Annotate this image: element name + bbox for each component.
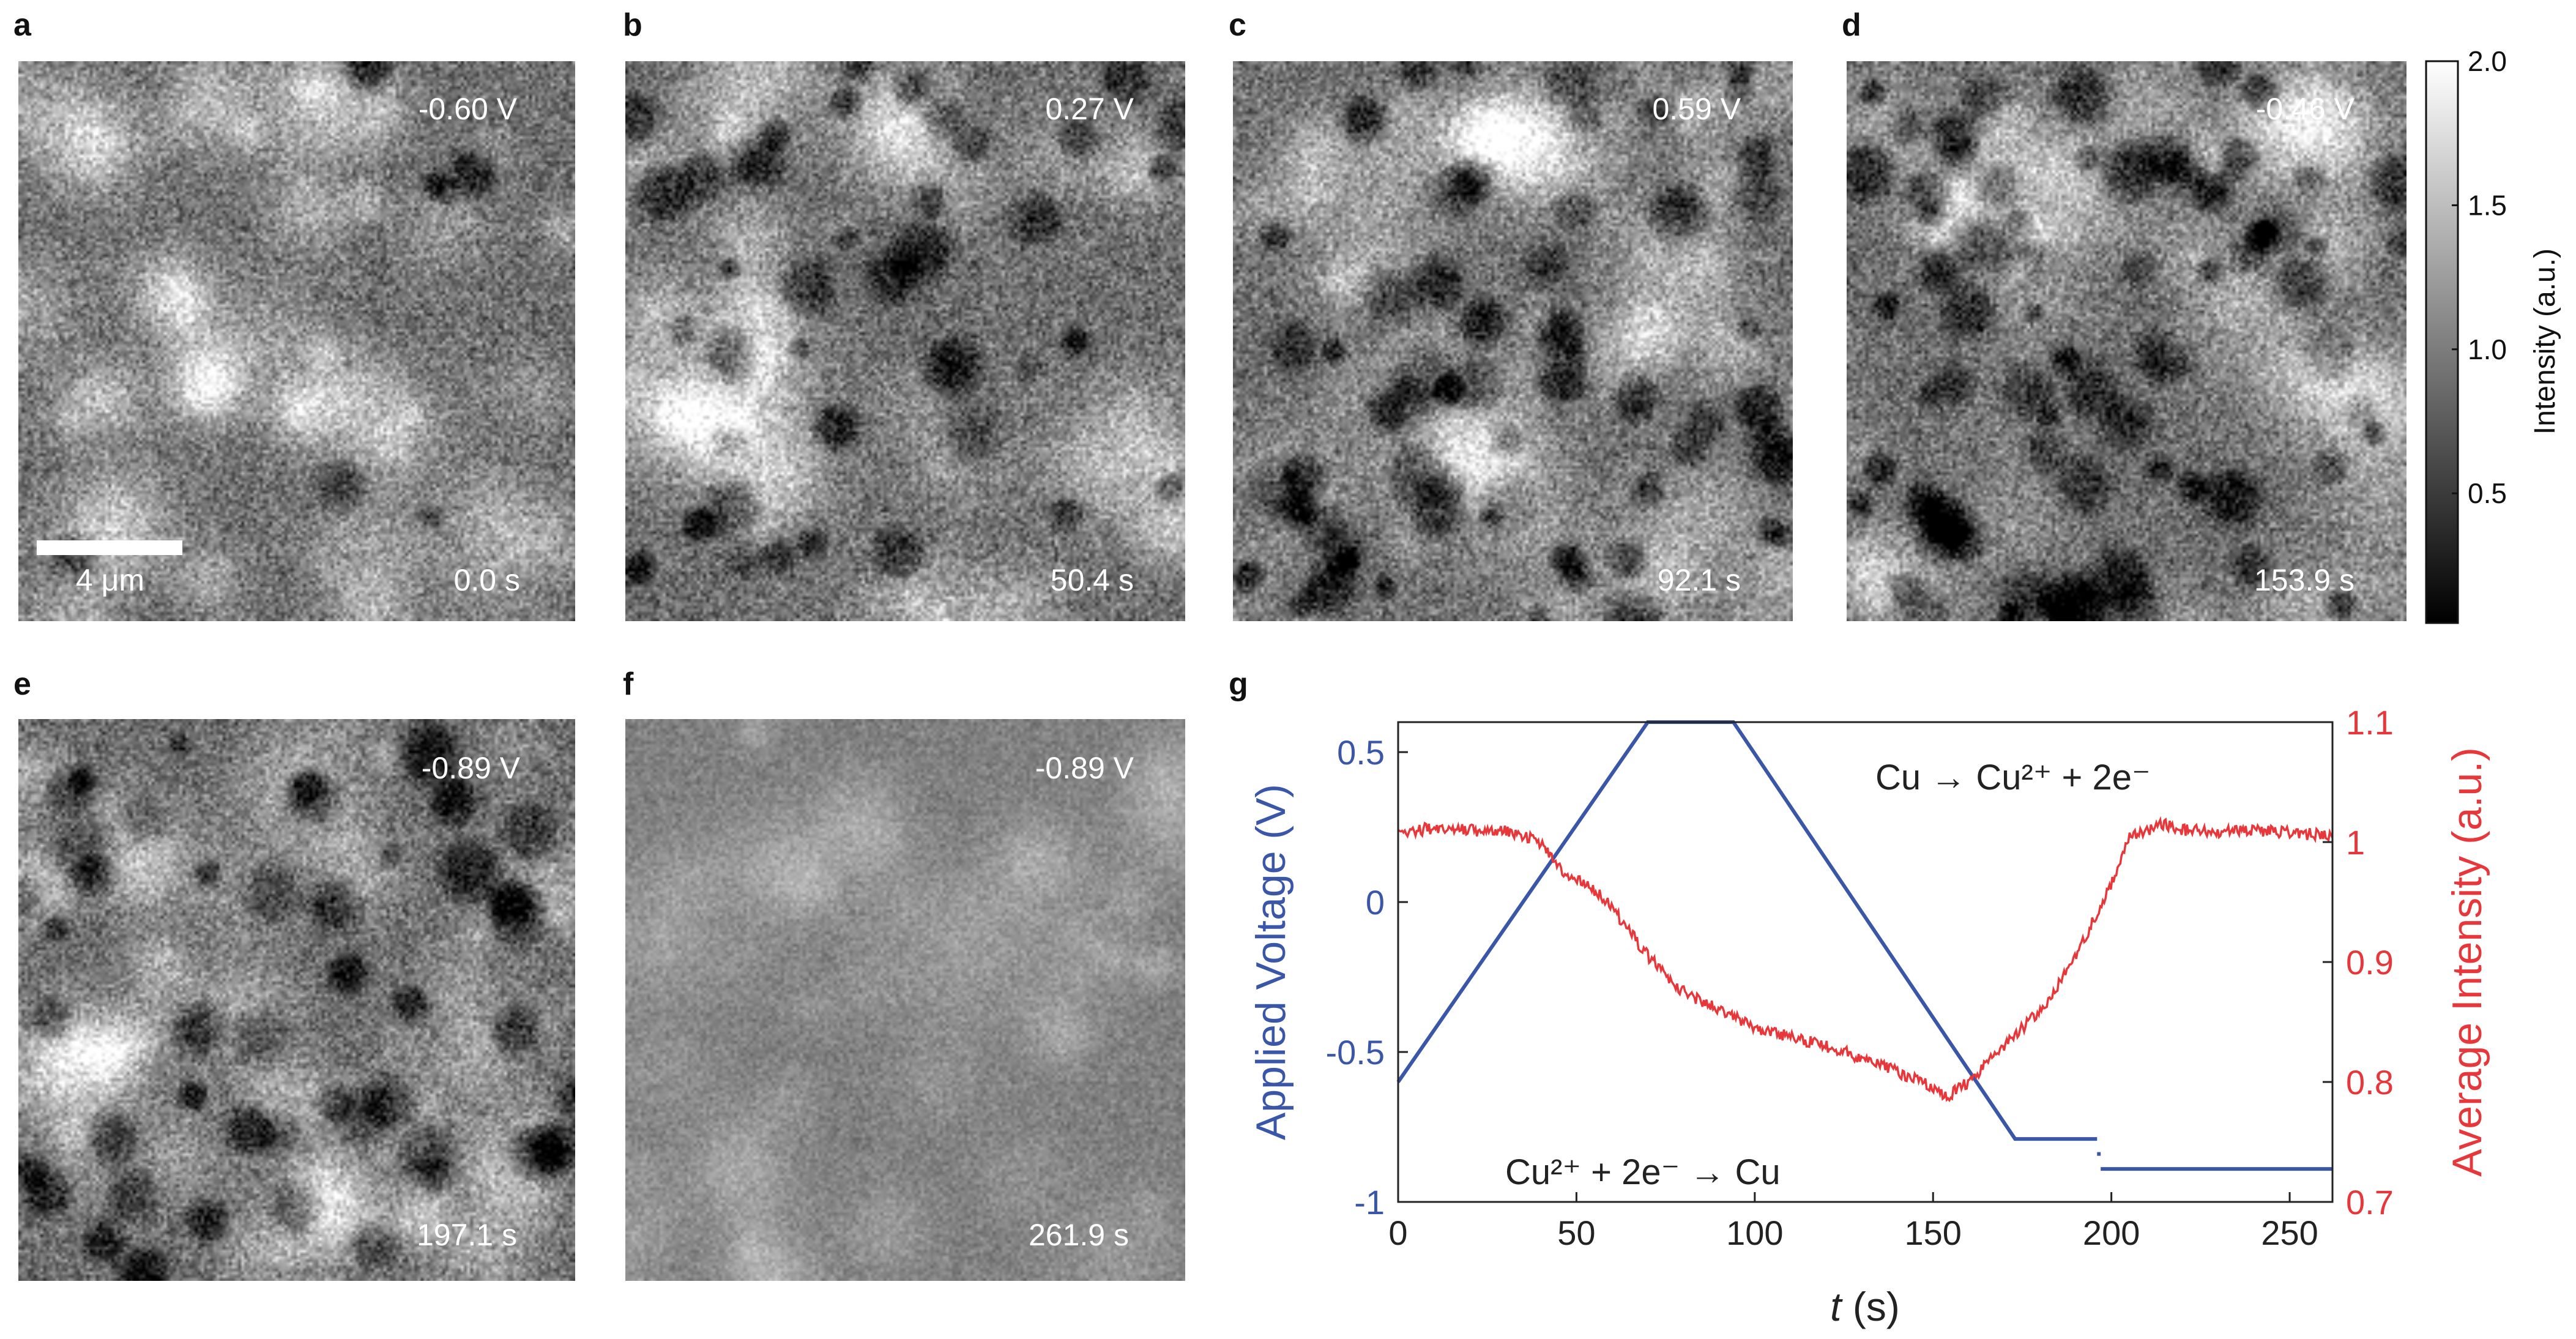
panel-time-d: 153.9 s: [2254, 563, 2355, 597]
micrograph-image-c: [1233, 61, 1793, 621]
panel-letter-e: e: [13, 666, 31, 702]
scale-bar: [37, 540, 182, 555]
y-left-tick-label: 0.5: [1337, 733, 1385, 772]
colorbar-tick-label: 0.5: [2468, 477, 2507, 509]
colorbar-tick-label: 1.5: [2468, 189, 2507, 221]
panel-voltage-e: -0.89 V: [422, 751, 521, 785]
panel-voltage-c: 0.59 V: [1652, 92, 1741, 126]
panel-voltage-b: 0.27 V: [1045, 92, 1134, 126]
panel-time-e: 197.1 s: [417, 1218, 517, 1252]
panel-time-f: 261.9 s: [1029, 1218, 1129, 1252]
y-right-tick-label: 1.1: [2346, 703, 2394, 742]
colorbar-label: Intensity (a.u.): [2529, 248, 2561, 435]
micrograph-image-d: [1847, 61, 2407, 621]
y-right-tick-label: 0.9: [2346, 943, 2394, 982]
scale-bar-label: 4 μm: [76, 563, 144, 597]
micrograph-image-b: [625, 61, 1185, 621]
colorbar-tick-label: 1.0: [2468, 334, 2507, 365]
series-line-applied-voltage: [1396, 720, 2332, 1171]
x-tick-label: 100: [1726, 1214, 1783, 1252]
y-left-tick-label: -0.5: [1326, 1033, 1385, 1072]
x-tick-label: 250: [2261, 1214, 2318, 1252]
y-right-tick-label: 1: [2346, 823, 2365, 862]
y-left-tick-label: 0: [1366, 883, 1385, 922]
panel-letter-c: c: [1229, 7, 1246, 43]
x-tick-label: 200: [2083, 1214, 2140, 1252]
panel-letter-d: d: [1842, 7, 1861, 43]
y-right-tick-label: 0.7: [2346, 1183, 2394, 1222]
plot-frame: [1397, 721, 2334, 1203]
x-tick-label: 50: [1557, 1214, 1595, 1252]
micrograph-image-f: [625, 719, 1185, 1281]
x-axis-label-var: t: [1830, 1284, 1843, 1329]
y-axis-right-label: Average Intensity (a.u.): [2444, 747, 2490, 1177]
panel-letter-f: f: [623, 666, 634, 702]
panel-letter-b: b: [623, 7, 642, 43]
colorbar-tick-label: 2.0: [2468, 45, 2507, 77]
panel-time-a: 0.0 s: [454, 563, 520, 597]
panel-time-b: 50.4 s: [1051, 563, 1134, 597]
micrograph-panel-e: e -0.89 V 197.1 s: [13, 666, 575, 1281]
series-line-average-intensity: [1397, 816, 2334, 1103]
annotation-oxidation: Cu → Cu²⁺ + 2e⁻: [1875, 758, 2151, 797]
y-axis-left-label: Applied Voltage (V): [1248, 784, 1294, 1140]
micrograph-panel-a: a -0.60 V 0.0 s 4 μm: [13, 7, 575, 621]
x-axis-label-unit: (s): [1842, 1284, 1900, 1329]
micrograph-panel-d: d -0.46 V 153.9 s: [1842, 7, 2407, 621]
micrograph-image-a: [18, 61, 575, 621]
x-tick-label: 0: [1388, 1214, 1407, 1252]
annotation-reduction: Cu²⁺ + 2e⁻ → Cu: [1505, 1152, 1781, 1192]
micrograph-panel-c: c 0.59 V 92.1 s: [1229, 7, 1793, 621]
micrograph-panel-b: b 0.27 V 50.4 s: [623, 7, 1185, 621]
panel-time-c: 92.1 s: [1658, 563, 1741, 597]
chart-g: g 0 50 100 150 200 250 -1 -0.5 0 0.5 0.7 0.8 0.9 1 1.1…: [1229, 666, 2490, 1329]
colorbar-gradient: [2425, 60, 2459, 624]
micrograph-image-e: [18, 719, 575, 1281]
y-right-tick-label: 0.8: [2346, 1063, 2394, 1102]
panel-letter-g: g: [1229, 666, 1248, 702]
micrograph-panel-f: f -0.89 V 261.9 s: [623, 666, 1185, 1281]
panel-voltage-a: -0.60 V: [419, 92, 518, 126]
panel-letter-a: a: [13, 7, 32, 43]
x-tick-label: 150: [1905, 1214, 1962, 1252]
colorbar: 0.5 1.0 1.5 2.0 Intensity (a.u.): [2425, 45, 2561, 624]
panel-voltage-f: -0.89 V: [1035, 751, 1134, 785]
x-axis-label: t (s): [1830, 1284, 1900, 1329]
y-left-tick-label: -1: [1354, 1183, 1385, 1222]
panel-voltage-d: -0.46 V: [2256, 92, 2355, 126]
